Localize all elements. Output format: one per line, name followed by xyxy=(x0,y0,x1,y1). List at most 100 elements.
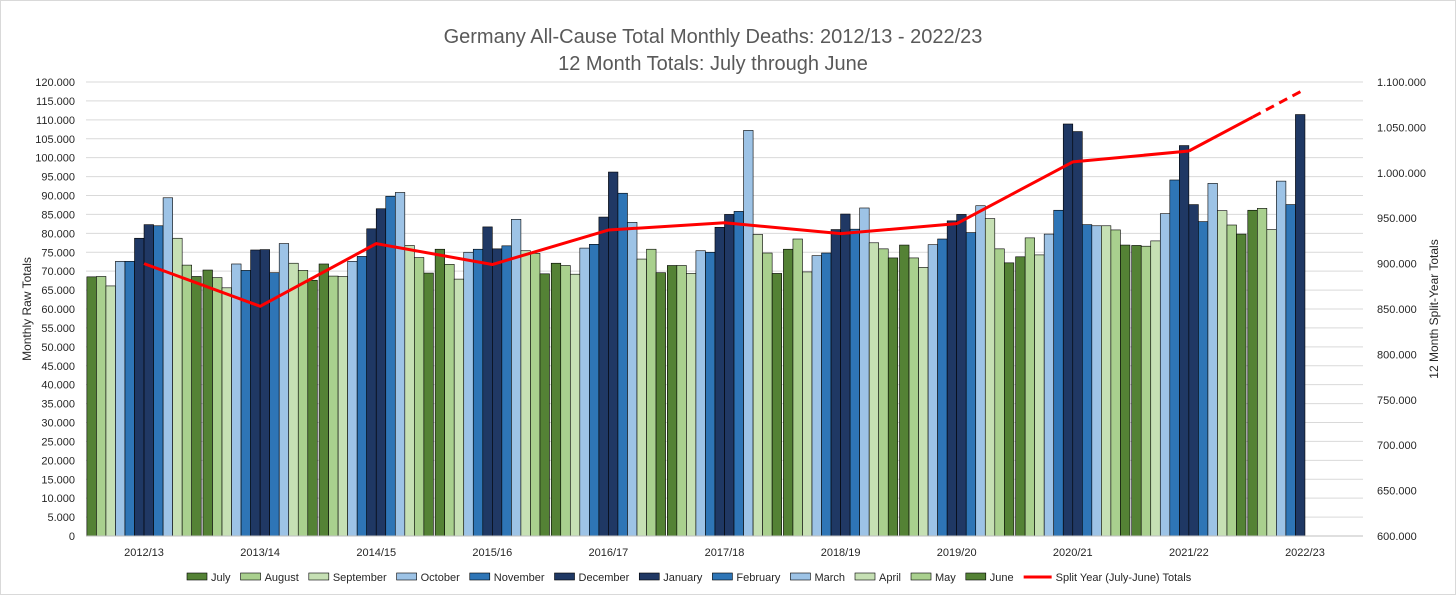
bar xyxy=(162,197,173,537)
x-tick-label: 2017/18 xyxy=(705,547,745,559)
bar xyxy=(288,262,299,537)
bar xyxy=(453,278,465,537)
y2-tick-label: 650.000 xyxy=(1377,486,1417,498)
legend-label: July xyxy=(211,572,231,584)
bar xyxy=(608,171,619,537)
bar xyxy=(937,238,948,537)
y2-tick-label: 600.000 xyxy=(1377,531,1417,543)
bar xyxy=(811,255,822,537)
bar xyxy=(181,264,192,537)
bar xyxy=(153,225,164,537)
bar xyxy=(1226,224,1237,537)
bar xyxy=(1198,221,1209,537)
y2-tick-label: 700.000 xyxy=(1377,440,1417,452)
bar xyxy=(1024,237,1035,537)
totals-line xyxy=(143,87,1306,308)
y-tick-label: 20.000 xyxy=(41,455,75,467)
bar xyxy=(1276,180,1287,537)
x-tick-label: 2015/16 xyxy=(472,547,512,559)
y-tick-label: 120.000 xyxy=(35,77,75,89)
bar xyxy=(579,247,590,537)
totals-line-dashed-projection xyxy=(1252,87,1306,119)
bar xyxy=(1072,131,1083,537)
bar xyxy=(375,208,387,537)
y2-tick-label: 1.100.000 xyxy=(1377,77,1426,89)
legend-swatch xyxy=(186,572,208,581)
legend-label: February xyxy=(736,572,781,584)
x-tick-label: 2021/22 xyxy=(1169,547,1209,559)
x-tick-label: 2018/19 xyxy=(821,547,861,559)
legend-swatch xyxy=(965,572,987,581)
x-tick-label: 2013/14 xyxy=(240,547,280,559)
bar xyxy=(423,272,434,537)
bar xyxy=(667,265,678,537)
x-tick-label: 2020/21 xyxy=(1053,547,1093,559)
bar xyxy=(918,267,929,537)
x-tick-label: 2012/13 xyxy=(124,547,164,559)
bar xyxy=(792,238,803,537)
y2-tick-label: 900.000 xyxy=(1377,259,1417,271)
bar xyxy=(105,285,116,537)
bar xyxy=(231,263,242,537)
y2-tick-label: 800.000 xyxy=(1377,349,1417,361)
bar xyxy=(404,245,415,537)
bar xyxy=(1179,145,1190,537)
bar xyxy=(975,205,986,537)
x-tick-label: 2019/20 xyxy=(937,547,977,559)
x-tick-label: 2014/15 xyxy=(356,547,396,559)
legend-label: October xyxy=(421,572,460,584)
x-tick-label: 2016/17 xyxy=(589,547,629,559)
legend-swatch xyxy=(469,572,491,581)
bar xyxy=(115,261,126,537)
bar xyxy=(655,272,666,537)
bar xyxy=(899,244,910,537)
bar xyxy=(994,248,1005,537)
legend-swatch xyxy=(910,572,932,581)
bar xyxy=(96,276,107,537)
y-tick-label: 70.000 xyxy=(41,266,75,278)
bars xyxy=(86,114,1306,537)
y-tick-label: 105.000 xyxy=(35,134,75,146)
bar xyxy=(830,229,841,537)
bar xyxy=(356,256,367,537)
bar xyxy=(414,257,425,537)
y2-tick-label: 850.000 xyxy=(1377,304,1417,316)
y2-axis-title: 12 Month Split-Year Totals xyxy=(1427,239,1441,378)
bar xyxy=(1043,233,1055,537)
bar xyxy=(1150,240,1161,537)
legend-swatch xyxy=(638,572,660,581)
bar xyxy=(686,273,697,537)
chart-subtitle: 12 Month Totals: July through June xyxy=(558,53,868,75)
totals-line-solid-segment xyxy=(1188,115,1254,153)
bar xyxy=(1266,229,1277,537)
bar xyxy=(212,277,223,537)
y2-tick-label: 950.000 xyxy=(1377,213,1417,225)
bar xyxy=(636,258,647,537)
bar xyxy=(821,252,832,537)
bar xyxy=(492,248,503,537)
bar xyxy=(1120,244,1131,537)
bar xyxy=(1257,208,1268,537)
bar xyxy=(1004,262,1015,537)
bar xyxy=(589,244,600,537)
legend-label: January xyxy=(663,572,703,584)
y-tick-label: 25.000 xyxy=(41,436,75,448)
y-tick-label: 90.000 xyxy=(41,191,75,203)
bar xyxy=(318,263,329,537)
bar xyxy=(560,265,571,537)
bar xyxy=(1236,233,1247,537)
bar xyxy=(1062,123,1074,537)
bar xyxy=(1295,114,1306,537)
bar xyxy=(444,264,455,537)
bar xyxy=(840,213,851,537)
bar xyxy=(617,192,628,537)
bar xyxy=(1101,225,1112,537)
bar xyxy=(1140,245,1152,537)
legend-swatch xyxy=(240,572,261,581)
y-axis-title: Monthly Raw Totals xyxy=(20,257,34,361)
bar xyxy=(887,257,899,537)
y-tick-label: 0 xyxy=(69,531,75,543)
bar xyxy=(250,249,261,537)
